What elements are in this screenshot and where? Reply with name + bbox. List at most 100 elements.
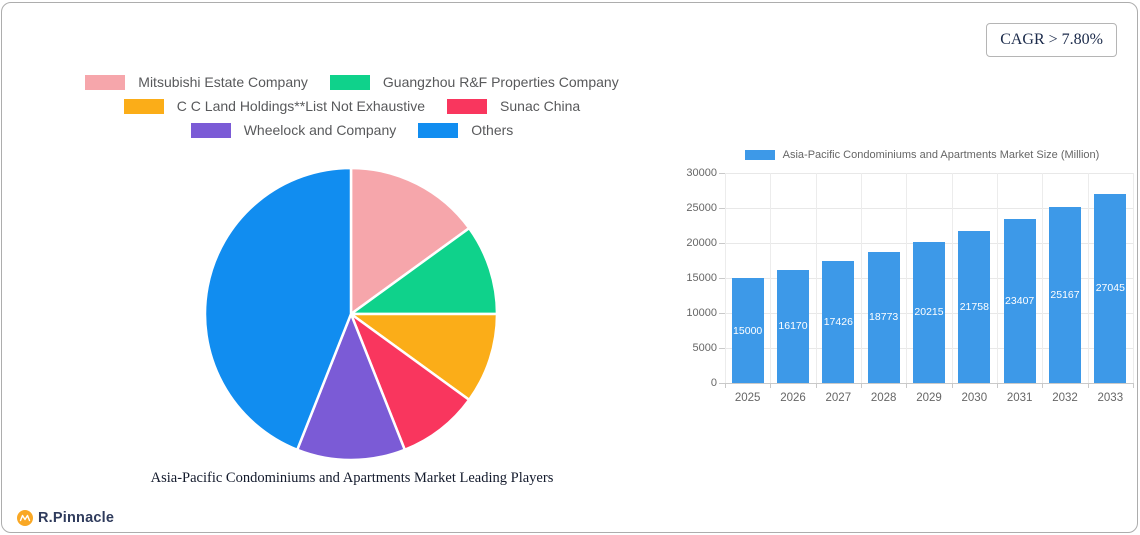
legend-swatch (329, 74, 370, 90)
pie-slice-guangzhou-r-f-properties-company[interactable] (349, 226, 499, 316)
bar-2028[interactable]: 18773 (867, 251, 900, 383)
v-gridline (770, 173, 772, 383)
h-gridline (725, 173, 1133, 174)
bar-value-label: 18773 (869, 311, 899, 324)
legend-item-wheelock-and-company[interactable]: Wheelock and Company (190, 122, 397, 138)
pie-legend: Mitsubishi Estate Company Guangzhou R&F P… (2, 74, 702, 138)
v-gridline (1133, 173, 1134, 383)
x-axis-tick (770, 383, 772, 388)
bar-chart: Asia-Pacific Condominiums and Apartments… (686, 148, 1137, 413)
pie-legend-row: C C Land Holdings**List Not Exhaustive Su… (2, 98, 702, 114)
y-axis-label: 20000 (686, 237, 717, 249)
pie-slice-sunac-china[interactable] (349, 312, 471, 451)
x-axis-label: 2030 (961, 392, 988, 404)
x-axis-label: 2033 (1097, 392, 1124, 404)
bar-legend-label: Asia-Pacific Condominiums and Apartments… (782, 149, 1100, 161)
legend-swatch (418, 122, 459, 138)
legend-swatch (190, 122, 231, 138)
bar-value-label: 27045 (1095, 282, 1125, 295)
legend-item-c-c-land-holdings-list-not-exhaustive[interactable]: C C Land Holdings**List Not Exhaustive (123, 98, 425, 114)
legend-swatch (85, 74, 126, 90)
pie-title: Asia-Pacific Condominiums and Apartments… (150, 470, 554, 486)
bar-value-label: 21758 (959, 300, 989, 313)
x-axis-label: 2025 (734, 392, 761, 404)
v-gridline (815, 173, 817, 383)
y-axis-label: 5000 (692, 342, 717, 354)
y-axis-label: 0 (710, 377, 717, 389)
pie-chart (203, 166, 499, 462)
x-axis-label: 2032 (1052, 392, 1078, 404)
v-gridline (951, 173, 953, 383)
x-axis-tick (1042, 383, 1044, 388)
v-gridline (725, 173, 726, 383)
v-gridline (997, 173, 998, 383)
bar-value-label: 23407 (1005, 295, 1035, 308)
bar-2025[interactable]: 15000 (731, 278, 764, 383)
logo-text: R.Pinnacle (38, 510, 115, 526)
bar-legend-swatch (744, 150, 775, 160)
x-axis-line (725, 383, 1133, 384)
bar-value-label: 25167 (1050, 288, 1080, 301)
legend-item-guangzhou-r-f-properties-company[interactable]: Guangzhou R&F Properties Company (329, 74, 619, 90)
legend-label: Guangzhou R&F Properties Company (382, 74, 619, 90)
y-axis-tick (719, 243, 725, 244)
y-axis-label: 10000 (686, 307, 717, 319)
y-axis-tick (719, 348, 725, 349)
x-axis-label: 2027 (825, 392, 852, 404)
legend-item-others[interactable]: Others (418, 122, 513, 138)
logo-icon (17, 510, 33, 526)
x-axis-tick (906, 383, 908, 388)
x-axis-label: 2031 (1006, 392, 1033, 404)
bar-2026[interactable]: 16170 (777, 269, 809, 383)
x-axis-tick (725, 383, 726, 388)
v-gridline (861, 173, 862, 383)
y-axis-tick (719, 313, 725, 314)
x-axis-label: 2026 (780, 392, 806, 404)
pie-slice-c-c-land-holdings-list-not-exhaustive[interactable] (349, 312, 499, 402)
bar-value-label: 16170 (778, 320, 808, 333)
cagr-badge: CAGR > 7.80% (986, 23, 1117, 57)
v-gridline (906, 173, 908, 383)
x-axis-label: 2029 (916, 392, 942, 404)
pie-slice-mitsubishi-estate-company[interactable] (349, 166, 471, 316)
bar-value-label: 20215 (914, 306, 944, 319)
bar-2029[interactable]: 20215 (913, 241, 945, 383)
v-gridline (1087, 173, 1089, 383)
legend-label: Wheelock and Company (243, 122, 397, 138)
legend-label: Others (471, 122, 514, 138)
bar-value-label: 15000 (733, 324, 763, 337)
x-axis-label: 2028 (870, 392, 897, 404)
bar-2027[interactable]: 17426 (822, 261, 855, 383)
y-axis-tick (719, 383, 725, 384)
pie-slice-wheelock-and-company[interactable] (296, 312, 406, 462)
y-axis-tick (719, 208, 725, 209)
pie-slice-others[interactable] (203, 166, 353, 451)
x-axis-tick (951, 383, 953, 388)
x-axis-tick (861, 383, 862, 388)
x-axis-tick (1133, 383, 1134, 388)
bar-2033[interactable]: 27045 (1094, 193, 1127, 383)
bar-plot-area: 0 5000 10000 15000 20000 25000 30000 15000 2025 1… (686, 167, 1134, 404)
bar-2032[interactable]: 25167 (1049, 206, 1081, 383)
x-axis-tick (997, 383, 998, 388)
legend-swatch (123, 98, 164, 114)
y-axis-label: 15000 (686, 272, 717, 284)
legend-item-sunac-china[interactable]: Sunac China (447, 98, 580, 114)
brand-logo: R.Pinnacle (17, 510, 114, 526)
pie-legend-row: Mitsubishi Estate Company Guangzhou R&F P… (2, 74, 702, 90)
v-gridline (1042, 173, 1044, 383)
pie-legend-row: Wheelock and Company Others (2, 122, 702, 138)
x-axis-tick (1087, 383, 1089, 388)
legend-item-mitsubishi-estate-company[interactable]: Mitsubishi Estate Company (85, 74, 308, 90)
legend-label: Sunac China (500, 98, 581, 114)
h-gridline (725, 208, 1133, 209)
y-axis-label: 30000 (686, 167, 717, 179)
y-axis-tick (719, 278, 725, 279)
x-axis-tick (815, 383, 817, 388)
y-axis-label: 25000 (686, 202, 717, 214)
bar-legend[interactable]: Asia-Pacific Condominiums and Apartments… (702, 148, 1137, 162)
bar-2031[interactable]: 23407 (1003, 219, 1036, 383)
bar-2030[interactable]: 21758 (958, 230, 991, 383)
bar-value-label: 17426 (823, 316, 853, 329)
